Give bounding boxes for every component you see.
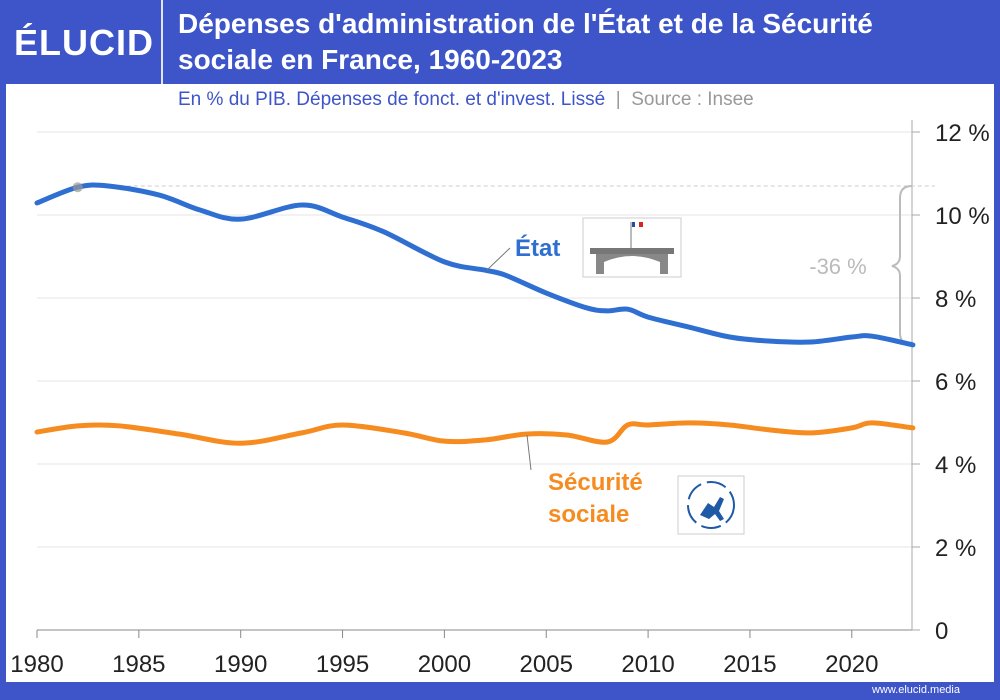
y-tick-label: 10 % bbox=[935, 203, 990, 230]
etat-label: État bbox=[515, 234, 560, 262]
secu-logo-ring bbox=[687, 481, 735, 529]
subtitle-text: En % du PIB. Dépenses de fonct. et d'inv… bbox=[178, 89, 606, 110]
x-tick-label: 2015 bbox=[723, 651, 776, 678]
securite-sociale-label-line2: sociale bbox=[548, 501, 629, 528]
x-tick-label: 2020 bbox=[825, 651, 878, 678]
y-tick-label: 12 % bbox=[935, 120, 990, 147]
footer: www.elucid.media bbox=[0, 682, 1000, 700]
secu-logo-figures bbox=[700, 497, 724, 521]
brace bbox=[891, 184, 913, 346]
x-tick-label: 2005 bbox=[520, 651, 573, 678]
elucid-logo: ÉLUCID bbox=[14, 22, 154, 63]
x-tick-label: 1980 bbox=[10, 651, 63, 678]
chart-title: Dépenses d'administration de l'État et d… bbox=[178, 8, 873, 75]
building-icon-roof bbox=[590, 248, 674, 254]
securite-sociale-line bbox=[34, 420, 916, 446]
y-tick-label: 4 % bbox=[935, 452, 976, 479]
y-tick-label: 0 bbox=[935, 618, 948, 645]
y-tick-label: 6 % bbox=[935, 369, 976, 396]
flag-blue-icon bbox=[632, 222, 635, 227]
x-tick-label: 1995 bbox=[316, 651, 369, 678]
x-tick-label: 1985 bbox=[112, 651, 165, 678]
securite-sociale-leader bbox=[526, 434, 532, 471]
securite-sociale-label-line1: Sécurité bbox=[548, 469, 643, 496]
x-tick-label: 2010 bbox=[621, 651, 674, 678]
etat-leader bbox=[486, 247, 511, 271]
x-tick-label: 2000 bbox=[418, 651, 471, 678]
flag-red-icon bbox=[639, 222, 643, 227]
source-text: Source : Insee bbox=[631, 89, 754, 110]
change-annotation: -36 % bbox=[809, 254, 866, 279]
y-tick-label: 8 % bbox=[935, 286, 976, 313]
building-icon-body bbox=[596, 254, 668, 274]
x-tick-label: 1990 bbox=[214, 651, 267, 678]
etat-line bbox=[34, 182, 916, 348]
footer-url[interactable]: www.elucid.media bbox=[871, 684, 960, 696]
y-tick-label: 2 % bbox=[935, 535, 976, 562]
divider bbox=[161, 0, 163, 84]
max-marker bbox=[72, 182, 83, 193]
header: ÉLUCID Dépenses d'administration de l'Ét… bbox=[0, 0, 1000, 84]
chart-subtitle: En % du PIB. Dépenses de fonct. et d'inv… bbox=[178, 89, 754, 110]
